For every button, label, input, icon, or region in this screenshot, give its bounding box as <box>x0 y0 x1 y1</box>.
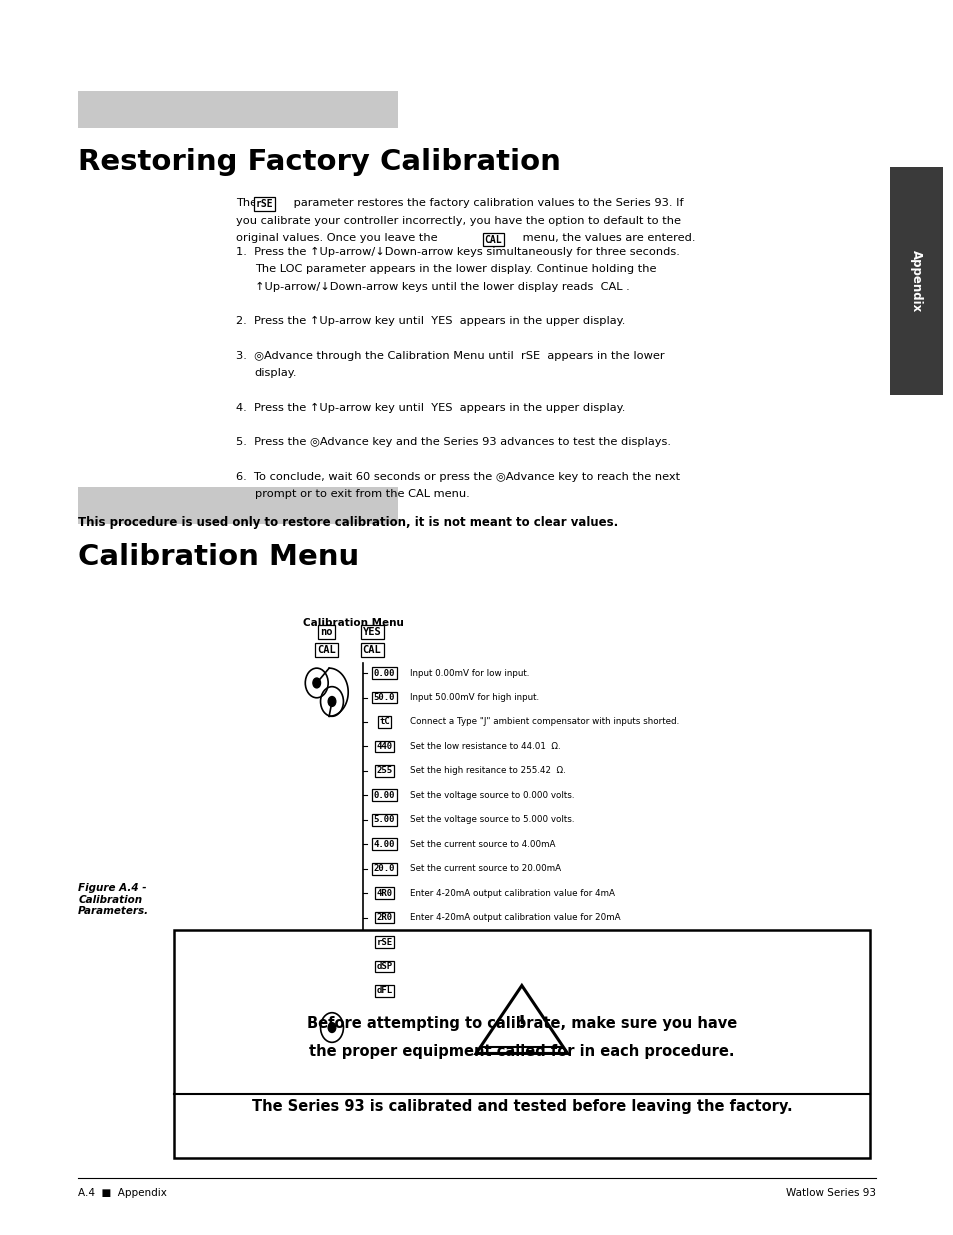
Text: Restoring Factory Calibration: Restoring Factory Calibration <box>78 148 560 177</box>
Text: Set the low resistance to 44.01  Ω.: Set the low resistance to 44.01 Ω. <box>410 742 560 751</box>
Text: Calibration Menu: Calibration Menu <box>78 543 359 572</box>
Text: 255: 255 <box>376 767 392 776</box>
Circle shape <box>313 678 320 688</box>
Text: dFL: dFL <box>376 987 392 995</box>
Text: you calibrate your controller incorrectly, you have the option to default to the: you calibrate your controller incorrectl… <box>235 215 679 226</box>
Text: 4.00: 4.00 <box>374 840 395 848</box>
Text: 2.  Press the ↑Up-arrow key until  YES  appears in the upper display.: 2. Press the ↑Up-arrow key until YES app… <box>235 316 624 326</box>
Text: Enter 4-20mA output calibration value for 4mA: Enter 4-20mA output calibration value fo… <box>410 889 615 898</box>
Text: The Series 93 is calibrated and tested before leaving the factory.: The Series 93 is calibrated and tested b… <box>252 1099 791 1114</box>
Text: display.: display. <box>254 368 297 378</box>
Bar <box>173 930 869 1158</box>
Text: no: no <box>319 627 333 637</box>
Text: Watlow Series 93: Watlow Series 93 <box>785 1188 875 1198</box>
Text: Calibration Menu: Calibration Menu <box>303 618 404 627</box>
Text: Connect a Type "J" ambient compensator with inputs shorted.: Connect a Type "J" ambient compensator w… <box>410 718 679 726</box>
Text: Before attempting to calibrate, make sure you have: Before attempting to calibrate, make sur… <box>307 1016 736 1031</box>
Text: A.4  ■  Appendix: A.4 ■ Appendix <box>78 1188 167 1198</box>
Text: 50.0: 50.0 <box>374 693 395 701</box>
Text: prompt or to exit from the CAL menu.: prompt or to exit from the CAL menu. <box>254 489 469 499</box>
Text: Enter 4-20mA output calibration value for 20mA: Enter 4-20mA output calibration value fo… <box>410 913 620 923</box>
Text: Input 0.00mV for low input.: Input 0.00mV for low input. <box>410 668 529 678</box>
Text: Restores factory calibration values.: Restores factory calibration values. <box>410 937 564 946</box>
Text: CAL: CAL <box>362 645 381 655</box>
Text: menu, the values are entered.: menu, the values are entered. <box>518 233 695 243</box>
Text: rSE: rSE <box>255 199 273 209</box>
Text: or US (rate, reset, proportional band in degrees or units,  °F): or US (rate, reset, proportional band in… <box>434 997 698 1005</box>
Text: 0.00: 0.00 <box>374 668 395 678</box>
Text: !: ! <box>517 1014 525 1031</box>
Text: ↑Up-arrow/↓Down-arrow keys until the lower display reads  CAL .: ↑Up-arrow/↓Down-arrow keys until the low… <box>254 282 629 291</box>
Text: CAL: CAL <box>316 645 335 655</box>
Text: 5.00: 5.00 <box>374 815 395 824</box>
Text: original values. Once you leave the: original values. Once you leave the <box>235 233 440 243</box>
Bar <box>78 487 397 524</box>
Text: 1.  Press the ↑Up-arrow/↓Down-arrow keys simultaneously for three seconds.: 1. Press the ↑Up-arrow/↓Down-arrow keys … <box>235 247 679 257</box>
Text: Set the current source to 20.00mA: Set the current source to 20.00mA <box>410 864 560 873</box>
Text: Figure A.4 -
Calibration
Parameters.: Figure A.4 - Calibration Parameters. <box>78 883 150 916</box>
Text: 440: 440 <box>376 742 392 751</box>
Text: The: The <box>235 198 260 207</box>
Text: 3.  ◎Advance through the Calibration Menu until  rSE  appears in the lower: 3. ◎Advance through the Calibration Menu… <box>235 351 663 361</box>
Text: 5.  Press the ◎Advance key and the Series 93 advances to test the displays.: 5. Press the ◎Advance key and the Series… <box>235 437 670 447</box>
Text: CAL: CAL <box>484 235 501 245</box>
Text: Set the high resitance to 255.42  Ω.: Set the high resitance to 255.42 Ω. <box>410 767 565 776</box>
Text: 0.00: 0.00 <box>374 790 395 800</box>
Text: YES: YES <box>362 627 381 637</box>
Text: This procedure is used only to restore calibration, it is not meant to clear val: This procedure is used only to restore c… <box>78 516 618 530</box>
Bar <box>889 167 942 395</box>
Text: tC: tC <box>378 718 390 726</box>
Text: Input 50.00mV for high input.: Input 50.00mV for high input. <box>410 693 538 701</box>
Text: Appendix: Appendix <box>909 249 922 312</box>
Circle shape <box>328 697 335 706</box>
Text: Test display.: Test display. <box>410 962 462 971</box>
Text: 20.0: 20.0 <box>374 864 395 873</box>
Circle shape <box>328 1023 335 1032</box>
Text: 2R0: 2R0 <box>376 913 392 923</box>
Text: 4.  Press the ↑Up-arrow key until  YES  appears in the upper display.: 4. Press the ↑Up-arrow key until YES app… <box>235 403 624 412</box>
Text: 4R0: 4R0 <box>376 889 392 898</box>
Text: Set the current source to 4.00mA: Set the current source to 4.00mA <box>410 840 556 848</box>
Text: The LOC parameter appears in the lower display. Continue holding the: The LOC parameter appears in the lower d… <box>254 264 656 274</box>
Text: the proper equipment called for in each procedure.: the proper equipment called for in each … <box>309 1044 734 1058</box>
Bar <box>78 91 397 128</box>
Text: Select SI (integral, derivative, proportional band in % of span,  °C): Select SI (integral, derivative, proport… <box>410 979 700 988</box>
Text: Set the voltage source to 0.000 volts.: Set the voltage source to 0.000 volts. <box>410 790 574 800</box>
Text: Set the voltage source to 5.000 volts.: Set the voltage source to 5.000 volts. <box>410 815 574 824</box>
Text: 6.  To conclude, wait 60 seconds or press the ◎Advance key to reach the next: 6. To conclude, wait 60 seconds or press… <box>235 472 679 482</box>
Text: dSP: dSP <box>376 962 392 971</box>
Text: rSE: rSE <box>376 937 392 946</box>
Text: parameter restores the factory calibration values to the Series 93. If: parameter restores the factory calibrati… <box>290 198 683 207</box>
